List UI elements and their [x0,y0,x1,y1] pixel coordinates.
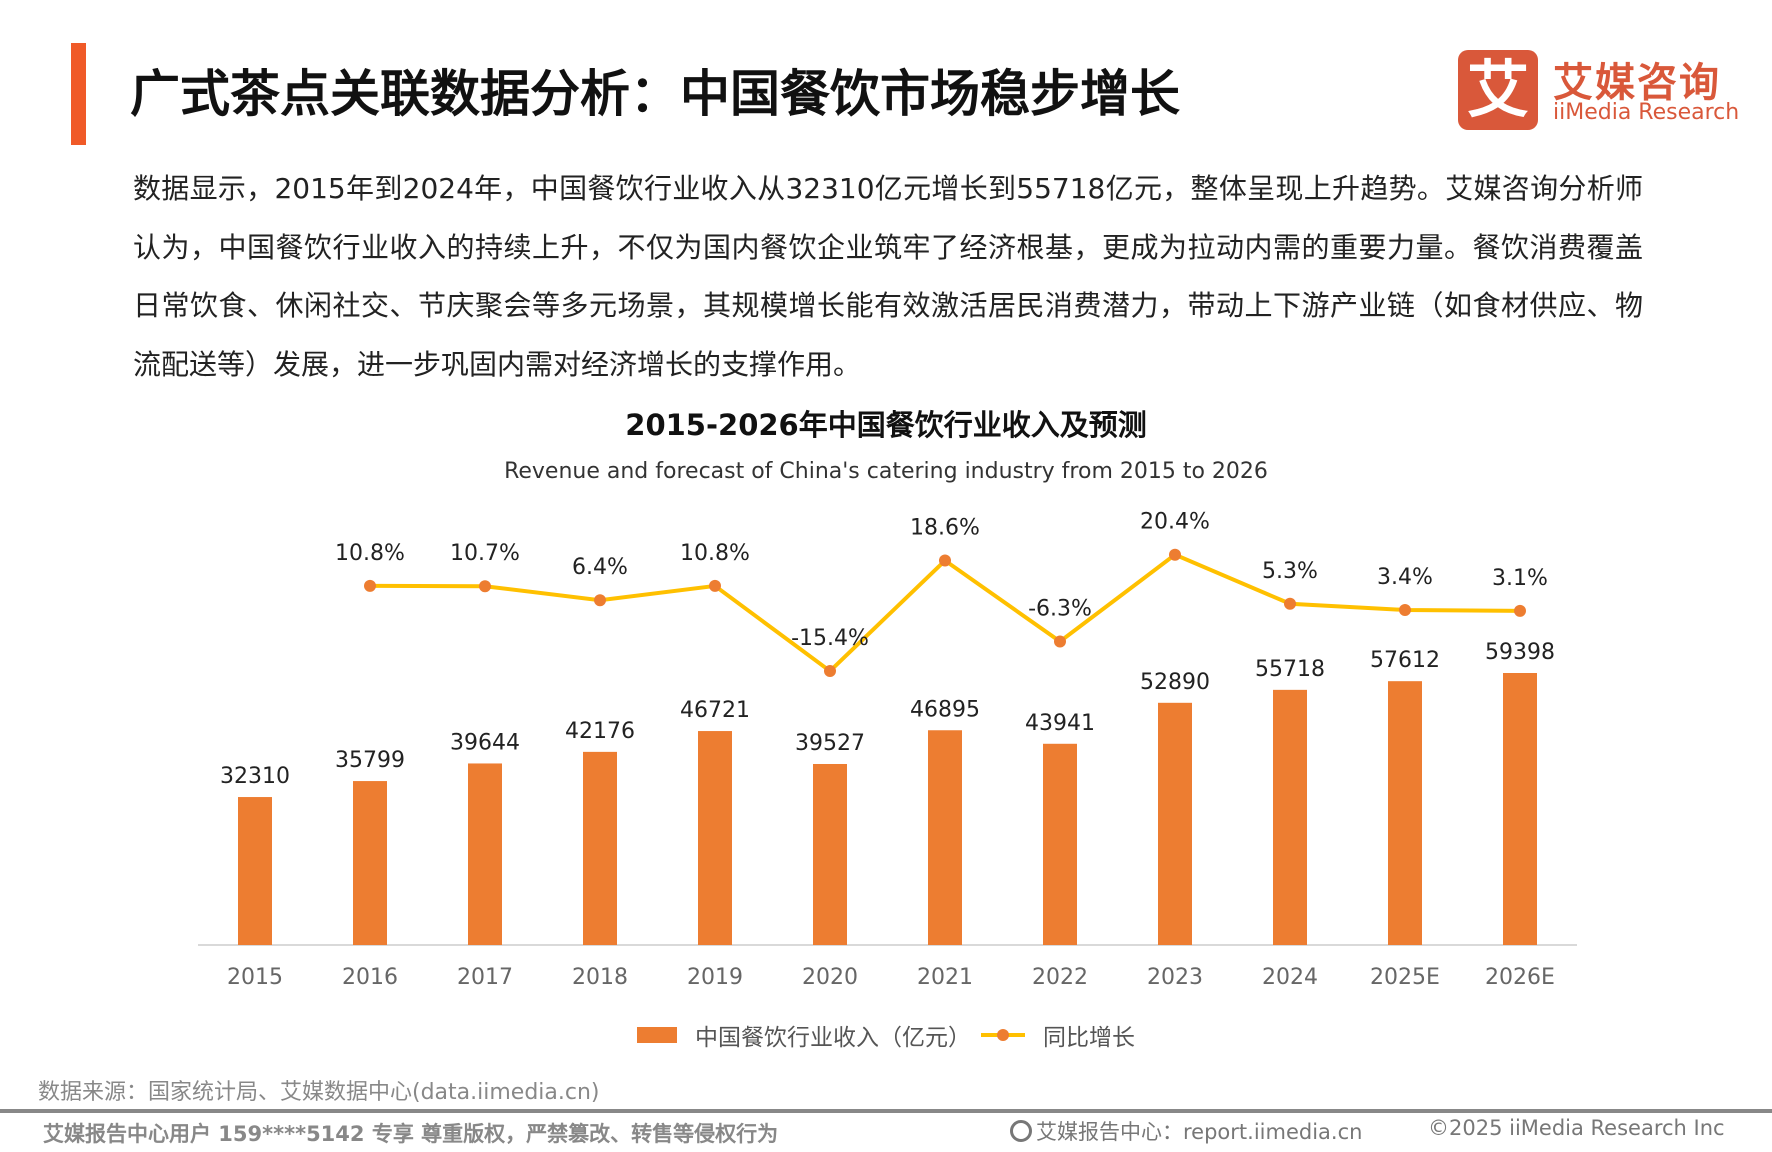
growth-marker [709,579,721,592]
page-title: 广式茶点关联数据分析：中国餐饮市场稳步增长 [130,65,1180,123]
growth-marker [824,665,836,678]
bar-value-label: 55718 [1255,657,1325,682]
bar [698,731,732,945]
growth-marker [364,579,376,592]
bar-value-label: 46895 [910,697,980,722]
x-tick-label: 2022 [1032,965,1088,990]
growth-marker [1399,603,1411,616]
logo-mark: 艾 [1458,50,1538,130]
bar-value-label: 59398 [1485,640,1555,665]
footer-company: ©2025 iiMedia Research Inc [1428,1116,1725,1140]
bar [813,763,847,945]
bar [583,751,617,945]
footer-copyright-notice: 艾媒报告中心用户 159****5142 专享 尊重版权，严禁篡改、转售等侵权行… [43,1122,779,1146]
bar [1273,689,1307,945]
growth-marker [1284,597,1296,610]
logo-cn: 艾媒咨询 [1553,60,1721,106]
bar-value-label: 43941 [1025,711,1095,736]
growth-label: 3.1% [1492,566,1548,591]
chart-subtitle: Revenue and forecast of China's catering… [504,459,1268,484]
growth-label: 10.8% [680,541,750,566]
legend-bar-swatch [637,1027,677,1043]
x-tick-label: 2021 [917,965,973,990]
footer-divider [0,1109,1772,1113]
growth-marker [479,580,491,593]
growth-label: 10.7% [450,541,520,566]
growth-marker [939,554,951,567]
globe-icon [1010,1120,1032,1142]
x-tick-label: 2020 [802,965,858,990]
growth-label: 3.4% [1377,565,1433,590]
bar-value-label: 42176 [565,719,635,744]
title-accent-bar [71,43,86,145]
x-tick-label: 2018 [572,965,628,990]
chart-title: 2015-2026年中国餐饮行业收入及预测 [625,408,1147,442]
bar [353,781,387,945]
x-tick-label: 2023 [1147,965,1203,990]
logo: 艾 艾媒咨询 iiMedia Research [1458,50,1758,132]
legend-line-label: 同比增长 [1043,1025,1135,1051]
legend: 中国餐饮行业收入（亿元） 同比增长 [0,1018,1772,1052]
x-tick-label: 2019 [687,965,743,990]
growth-label: -6.3% [1028,596,1092,621]
growth-label: 6.4% [572,555,628,580]
x-tick-label: 2024 [1262,965,1318,990]
growth-label: -15.4% [791,626,869,651]
bar-value-label: 39644 [450,730,520,755]
bar [1503,673,1537,945]
legend-bar-label: 中国餐饮行业收入（亿元） [695,1025,971,1051]
bar-value-label: 35799 [335,748,405,773]
bar [238,797,272,945]
bar [1388,681,1422,945]
source-note: 数据来源：国家统计局、艾媒数据中心(data.iimedia.cn) [38,1080,600,1105]
footer-site-text: 艾媒报告中心：report.iimedia.cn [1036,1120,1363,1144]
x-tick-label: 2026E [1485,965,1555,990]
bar [1043,743,1077,945]
x-tick-label: 2025E [1370,965,1440,990]
growth-marker [1054,635,1066,648]
logo-en: iiMedia Research [1553,100,1740,125]
growth-line [369,552,1521,674]
bar [928,730,962,945]
bar-value-label: 32310 [220,764,290,789]
bar-value-label: 52890 [1140,670,1210,695]
growth-marker [594,594,606,607]
bar [1158,702,1192,945]
growth-label: 18.6% [910,516,980,541]
x-tick-label: 2015 [227,965,283,990]
bar-value-label: 57612 [1370,648,1440,673]
legend-line-swatch [981,1029,1025,1041]
bar-value-label: 39527 [795,731,865,756]
growth-label: 20.4% [1140,510,1210,535]
growth-marker [1169,548,1181,561]
bar [468,763,502,945]
bar-value-label: 46721 [680,698,750,723]
x-tick-label: 2017 [457,965,513,990]
summary-paragraph: 数据显示，2015年到2024年，中国餐饮行业收入从32310亿元增长到5571… [133,172,1643,381]
growth-label: 5.3% [1262,559,1318,584]
growth-marker [1514,604,1526,617]
x-tick-label: 2016 [342,965,398,990]
footer-site: 艾媒报告中心：report.iimedia.cn [1010,1116,1362,1146]
growth-label: 10.8% [335,541,405,566]
